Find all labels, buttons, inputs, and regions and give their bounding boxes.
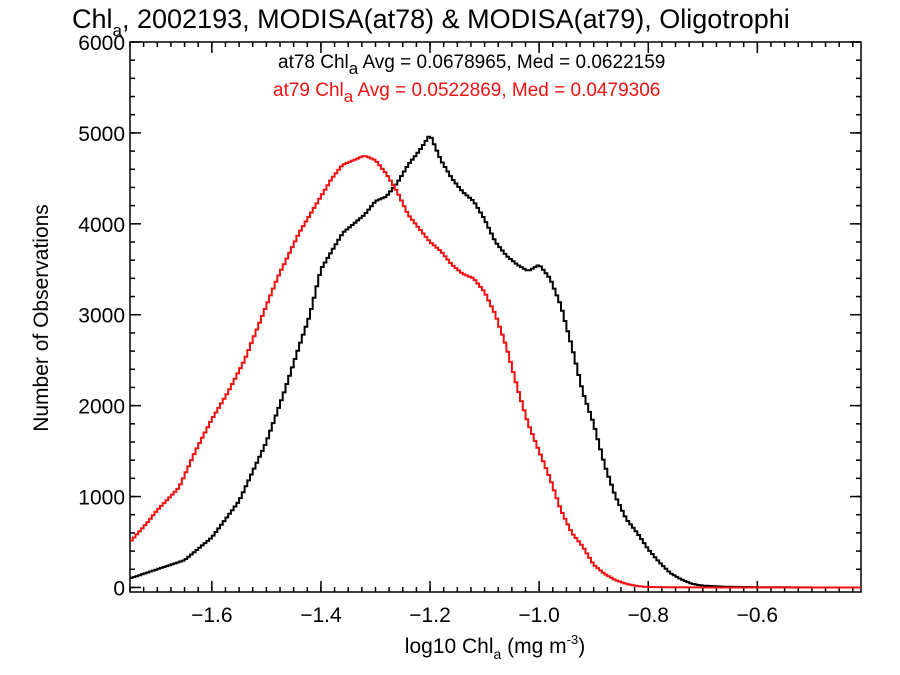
x-tick-label: −1.6 — [191, 604, 232, 627]
y-tick-label: 2000 — [78, 396, 125, 419]
x-tick-label: −1.4 — [300, 604, 342, 627]
y-tick-label: 6000 — [78, 32, 125, 55]
annotation-at79: at79 Chla Avg = 0.0522869, Med = 0.04793… — [273, 80, 660, 106]
series-at78-line — [130, 135, 861, 589]
chart-title: Chla, 2002193, MODISA(at78) & MODISA(at7… — [72, 4, 790, 40]
annotation-at78: at78 Chla Avg = 0.0678965, Med = 0.06221… — [278, 52, 665, 78]
x-tick-label: −0.8 — [628, 604, 669, 627]
axis-ticks: −1.6 −1.4 −1.2 −1.0 −0.8 −0.6 0 1000 2000 3000 400… — [78, 32, 861, 627]
y-tick-label: 1000 — [78, 487, 125, 510]
plot-axes — [129, 41, 862, 593]
x-tick-label: −1.2 — [409, 604, 450, 627]
y-tick-label: 0 — [113, 577, 125, 600]
y-tick-label: 5000 — [78, 123, 125, 146]
x-tick-label: −1.0 — [518, 604, 559, 627]
plot-frame — [129, 41, 862, 593]
y-axis-label: Number of Observations — [30, 204, 53, 432]
y-tick-label: 4000 — [78, 214, 125, 237]
x-tick-label: −0.6 — [737, 604, 778, 627]
y-tick-label: 3000 — [78, 305, 125, 328]
series-at79-line — [130, 155, 861, 589]
x-axis-label: log10 Chla (mg m-3) — [405, 632, 585, 662]
series-layer — [130, 135, 861, 589]
